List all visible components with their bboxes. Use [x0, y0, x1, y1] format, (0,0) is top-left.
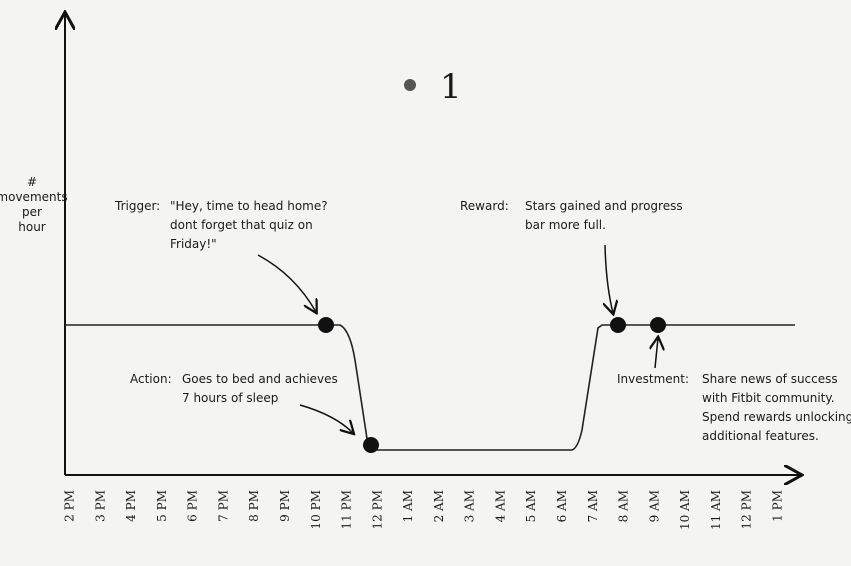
x-tick-label: 10 AM: [678, 490, 692, 530]
x-tick-label: 7 AM: [586, 490, 600, 522]
y-axis-label: per: [22, 205, 42, 219]
annotation-text: 7 hours of sleep: [182, 391, 278, 405]
x-tick-label: 10 PM: [309, 490, 323, 529]
annotation-text: bar more full.: [525, 218, 606, 232]
point: [363, 437, 379, 453]
x-tick-label: 11 AM: [709, 490, 723, 530]
arrow: [605, 244, 613, 313]
annotation-text: Goes to bed and achieves: [182, 372, 338, 386]
annotation-text: Stars gained and progress: [525, 199, 683, 213]
annotation-text: with Fitbit community.: [702, 391, 835, 405]
point: [650, 317, 666, 333]
annotation-label: Trigger:: [114, 199, 160, 213]
x-tick-label: 2 PM: [63, 490, 77, 522]
x-tick-label: 3 AM: [463, 490, 477, 522]
annotation-text: Share news of success: [702, 372, 838, 386]
x-tick-label: 8 PM: [247, 490, 261, 522]
annotation-text: dont forget that quiz on: [170, 218, 313, 232]
x-tick-label: 6 PM: [186, 490, 200, 522]
annotation-text: "Hey, time to head home?: [170, 199, 328, 213]
point: [318, 317, 334, 333]
point: [610, 317, 626, 333]
x-tick-label: 4 AM: [493, 490, 507, 522]
x-tick-label: 9 AM: [647, 490, 661, 522]
x-tick-label: 12 PM: [370, 490, 384, 529]
y-axis-label: #: [27, 175, 37, 189]
y-axis-label: hour: [18, 220, 46, 234]
arrow: [257, 254, 316, 312]
y-axis-label: movements: [0, 190, 68, 204]
x-tick-label: 2 AM: [432, 490, 446, 522]
annotation-label: Reward:: [460, 199, 509, 213]
x-tick-label: 5 PM: [155, 490, 169, 522]
x-tick-label: 6 AM: [555, 490, 569, 522]
x-tick-label: 3 PM: [93, 490, 107, 522]
x-tick-label: 1 AM: [401, 490, 415, 522]
x-tick-label: 11 PM: [340, 490, 354, 529]
annotation-text: Spend rewards unlocking: [702, 410, 851, 424]
x-tick-label: 8 AM: [617, 490, 631, 522]
marker-label: 1: [440, 67, 462, 107]
annotation-label: Investment:: [617, 372, 689, 386]
arrow: [655, 338, 658, 369]
x-tick-label: 5 AM: [524, 490, 538, 522]
x-tick-label: 9 PM: [278, 490, 292, 522]
arrow: [299, 404, 353, 433]
x-tick-label: 1 PM: [771, 490, 785, 522]
annotation-label: Action:: [130, 372, 172, 386]
activity-line: [65, 324, 795, 451]
marker-dot: [404, 79, 416, 91]
x-tick-label: 4 PM: [124, 490, 138, 522]
x-tick-label: 12 PM: [740, 490, 754, 529]
x-tick-label: 7 PM: [216, 490, 230, 522]
annotation-text: Friday!": [170, 237, 217, 251]
annotation-text: additional features.: [702, 429, 819, 443]
